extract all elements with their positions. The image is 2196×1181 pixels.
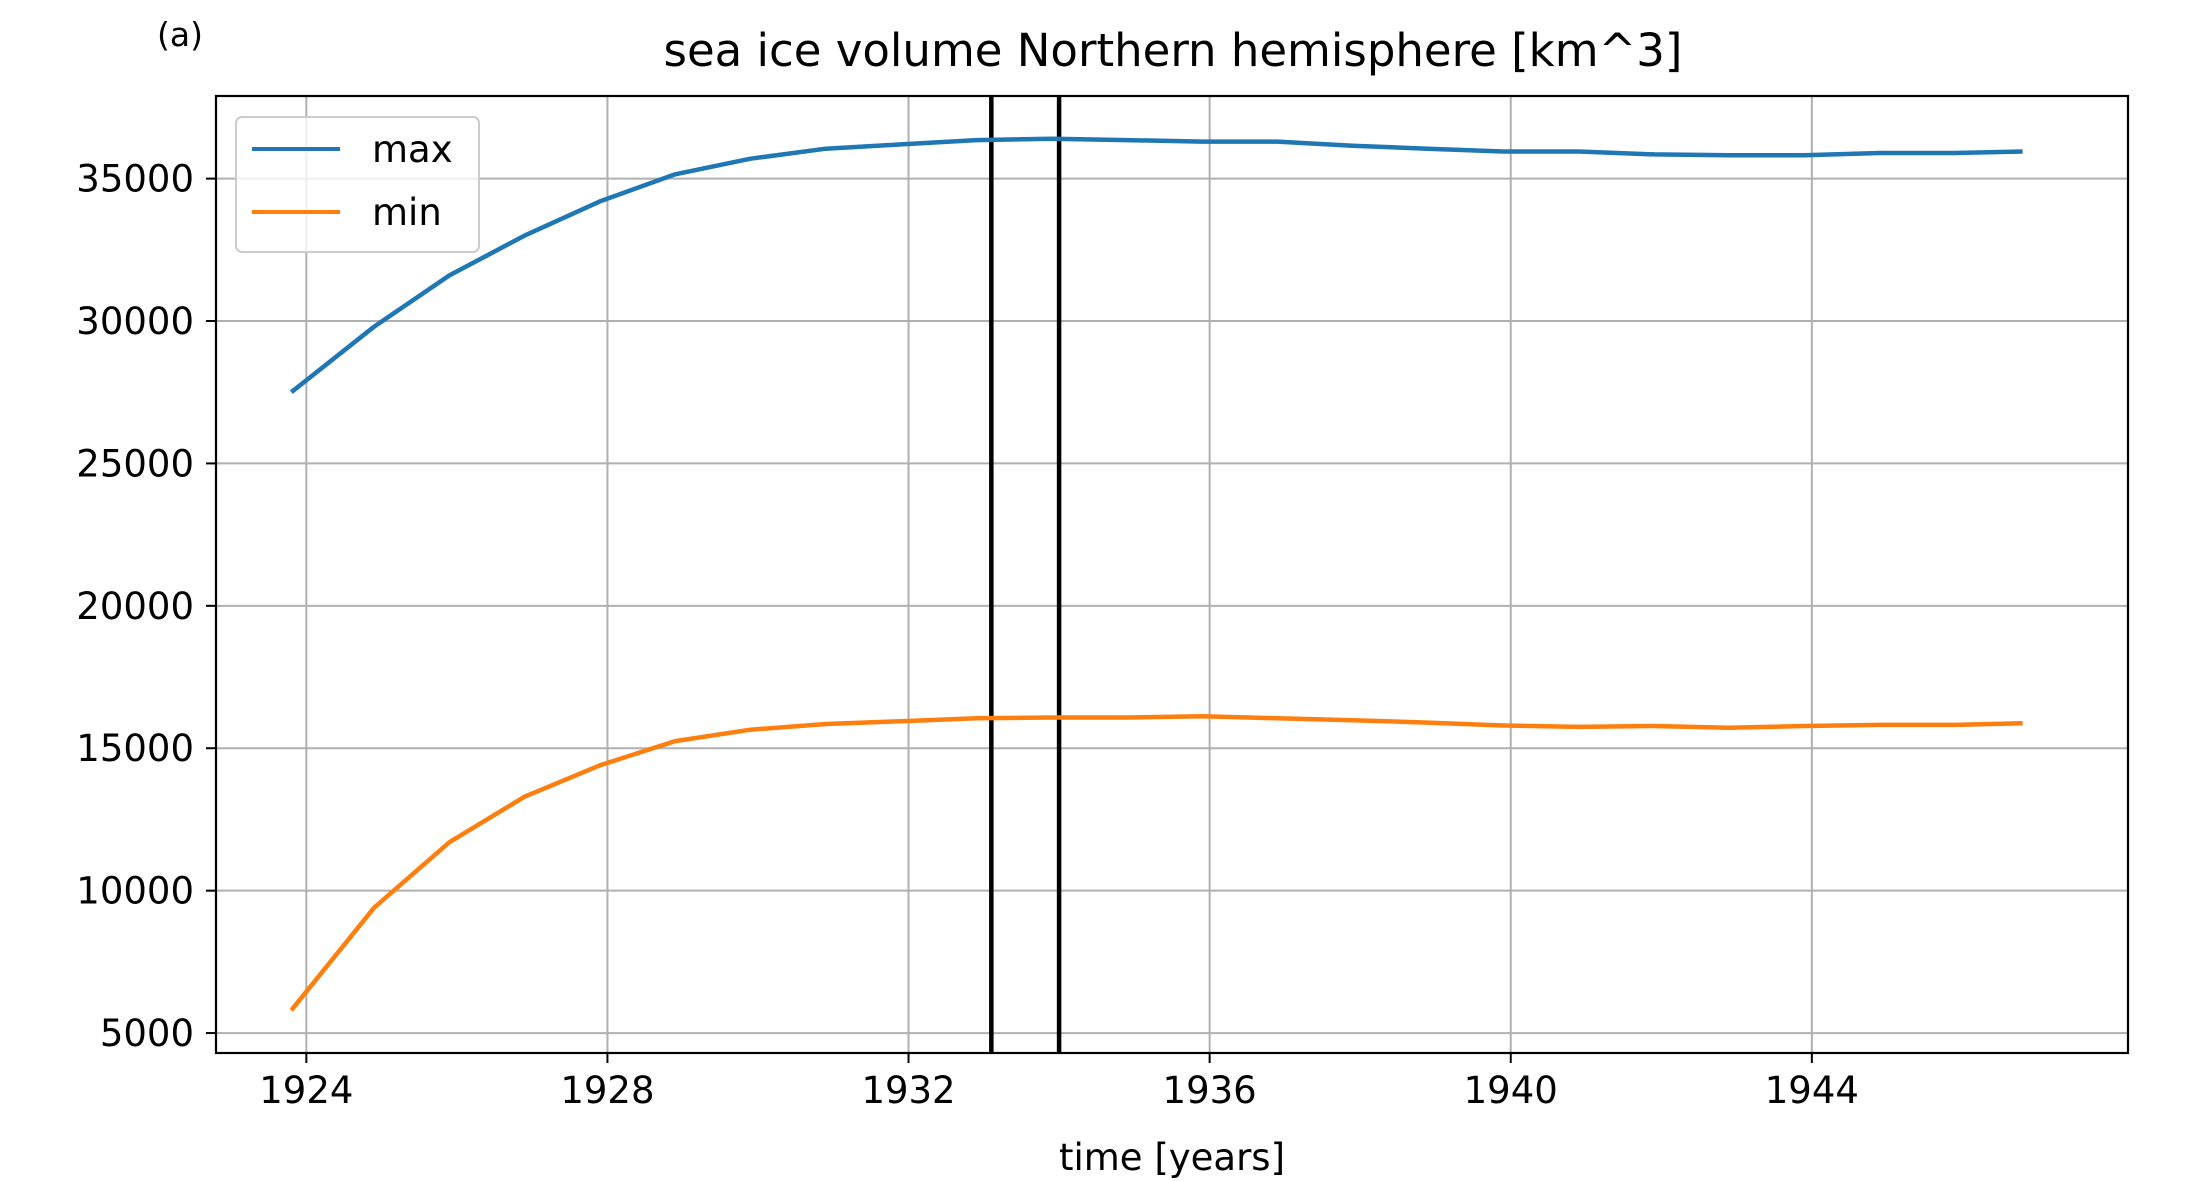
x-axis-label: time [years]: [1059, 1136, 1285, 1179]
y-tick-label: 10000: [76, 870, 194, 913]
y-tick-label: 25000: [76, 442, 194, 485]
x-tick-label: 1928: [560, 1069, 654, 1112]
x-tick-label: 1932: [861, 1069, 955, 1112]
y-ticks: 5000 10000 15000 20000 25000 30000 35000: [76, 158, 216, 1055]
legend-label-max: max: [372, 128, 453, 171]
x-ticks: 1924 1928 1932 1936 1940 1944: [259, 1053, 1859, 1112]
series-line-max: [289, 136, 2023, 394]
legend: max min: [235, 116, 480, 253]
y-tick-label: 15000: [76, 727, 194, 770]
x-tick-label: 1936: [1163, 1069, 1257, 1112]
vertical-markers: [989, 96, 1062, 1053]
plot-frame: [214, 94, 2130, 1055]
chart-title: sea ice volume Northern hemisphere [km^3…: [664, 24, 1683, 77]
panel-label: (a): [157, 15, 203, 54]
y-tick-label: 30000: [76, 300, 194, 343]
x-tick-label: 1940: [1464, 1069, 1558, 1112]
series-lines: [289, 136, 2023, 1012]
y-tick-label: 20000: [76, 585, 194, 628]
legend-label-min: min: [372, 191, 442, 234]
grid-lines: [216, 96, 2128, 1053]
x-tick-label: 1944: [1765, 1069, 1859, 1112]
x-tick-label: 1924: [259, 1069, 353, 1112]
y-tick-label: 35000: [76, 158, 194, 201]
series-line-min: [289, 714, 2023, 1012]
y-tick-label: 5000: [100, 1012, 194, 1055]
